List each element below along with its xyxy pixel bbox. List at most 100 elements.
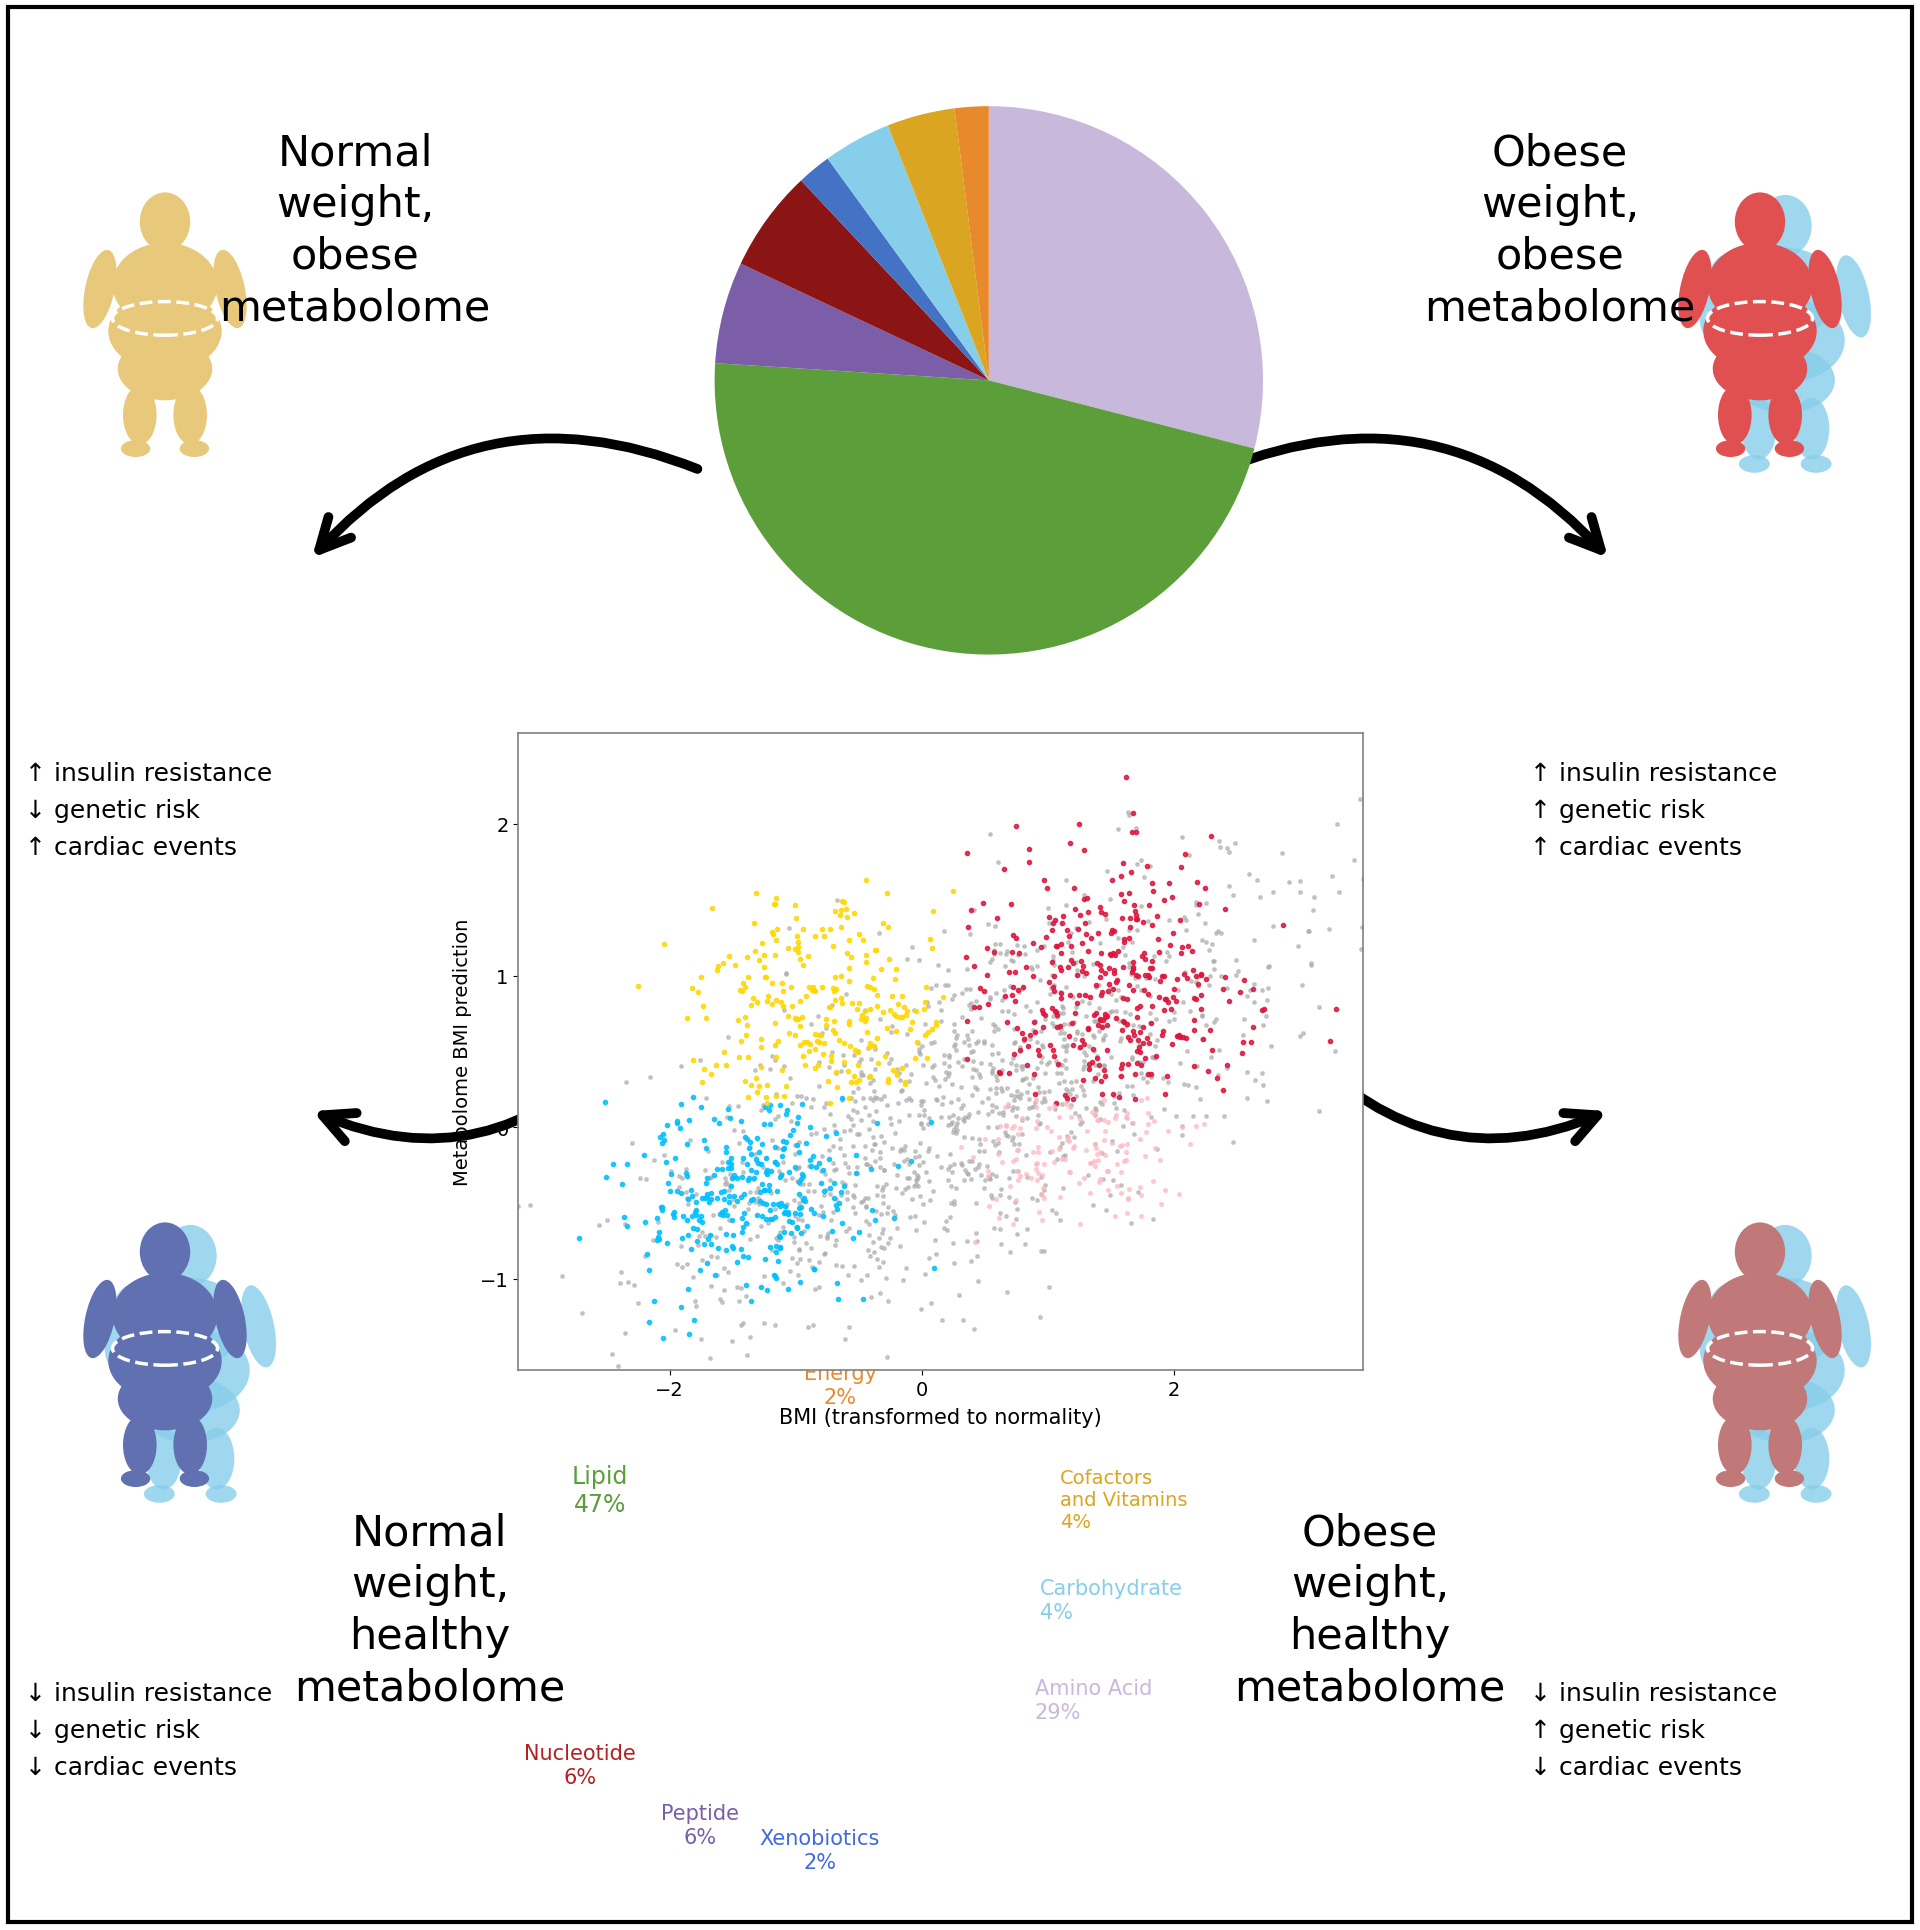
Point: [870, 1040, 900, 1071]
Wedge shape: [887, 110, 989, 382]
Point: [1000, 1187, 1031, 1218]
Point: [712, 1094, 743, 1125]
Point: [812, 1224, 843, 1255]
Ellipse shape: [1678, 1280, 1711, 1359]
Point: [910, 1258, 941, 1289]
Point: [1181, 1071, 1212, 1102]
Point: [826, 1179, 856, 1210]
Point: [1046, 992, 1077, 1023]
Point: [1027, 1160, 1058, 1191]
Point: [852, 1235, 883, 1266]
Point: [851, 1004, 881, 1034]
Point: [956, 896, 987, 926]
Point: [1037, 1135, 1068, 1166]
Point: [1021, 1148, 1052, 1179]
Point: [783, 1193, 814, 1224]
Point: [745, 1094, 776, 1125]
Point: [1179, 984, 1210, 1015]
Point: [824, 1025, 854, 1056]
Point: [1233, 1083, 1263, 1114]
Point: [1165, 1112, 1196, 1143]
Point: [858, 975, 889, 1006]
Point: [1258, 911, 1288, 942]
Point: [856, 1195, 887, 1226]
Point: [868, 1181, 899, 1212]
Point: [774, 913, 804, 944]
Point: [1450, 782, 1480, 813]
Point: [1200, 1004, 1231, 1034]
Point: [820, 1117, 851, 1148]
Point: [1346, 911, 1377, 942]
Point: [885, 1231, 916, 1262]
Point: [1190, 888, 1221, 919]
Point: [1098, 1079, 1129, 1110]
Point: [1194, 961, 1225, 992]
Ellipse shape: [108, 291, 221, 372]
Point: [1108, 951, 1139, 982]
Point: [1139, 1133, 1169, 1164]
Point: [762, 1133, 793, 1164]
Point: [1002, 1092, 1033, 1123]
Point: [956, 1017, 987, 1048]
Point: [755, 1195, 785, 1226]
Wedge shape: [828, 125, 989, 382]
Point: [1068, 1029, 1098, 1060]
Point: [1081, 998, 1112, 1029]
Point: [931, 1216, 962, 1247]
Point: [985, 1073, 1016, 1104]
Point: [993, 996, 1023, 1027]
Point: [1091, 1009, 1121, 1040]
Point: [764, 1156, 795, 1187]
Point: [768, 1268, 799, 1299]
Point: [1027, 1204, 1058, 1235]
Point: [1296, 950, 1327, 980]
Point: [1212, 973, 1242, 1004]
Point: [1139, 1042, 1169, 1073]
Point: [1117, 926, 1148, 957]
Point: [1018, 1015, 1048, 1046]
Point: [883, 988, 914, 1019]
Point: [828, 1048, 858, 1079]
Point: [799, 1197, 829, 1227]
Point: [912, 1069, 943, 1100]
Point: [1006, 1065, 1037, 1096]
Point: [1016, 1183, 1046, 1214]
Point: [1020, 1148, 1050, 1179]
Point: [1167, 1112, 1198, 1143]
Point: [1044, 1017, 1075, 1048]
Point: [1236, 1011, 1267, 1042]
Ellipse shape: [205, 1486, 236, 1503]
Point: [966, 1048, 996, 1079]
Point: [985, 928, 1016, 959]
Point: [1110, 1102, 1140, 1133]
Point: [774, 1274, 804, 1305]
Point: [1213, 986, 1244, 1017]
Point: [1104, 1006, 1135, 1036]
Point: [814, 1098, 845, 1129]
Point: [879, 1148, 910, 1179]
Point: [1056, 1090, 1087, 1121]
Point: [1181, 867, 1212, 897]
Point: [795, 1112, 826, 1143]
Point: [847, 1104, 877, 1135]
Point: [883, 1058, 914, 1089]
Point: [745, 1272, 776, 1303]
Point: [947, 1052, 977, 1083]
Point: [941, 1117, 972, 1148]
Point: [1044, 1058, 1075, 1089]
Point: [1096, 865, 1127, 896]
Point: [1000, 1220, 1031, 1251]
Point: [954, 990, 985, 1021]
Point: [716, 1152, 747, 1183]
Point: [1000, 1100, 1031, 1131]
Point: [637, 1144, 668, 1175]
Point: [920, 1050, 950, 1081]
Point: [995, 1237, 1025, 1268]
Point: [852, 1183, 883, 1214]
Point: [1098, 955, 1129, 986]
Point: [660, 1106, 691, 1137]
Point: [1068, 1046, 1098, 1077]
Point: [762, 1102, 793, 1133]
Point: [756, 1156, 787, 1187]
Ellipse shape: [121, 1471, 150, 1488]
